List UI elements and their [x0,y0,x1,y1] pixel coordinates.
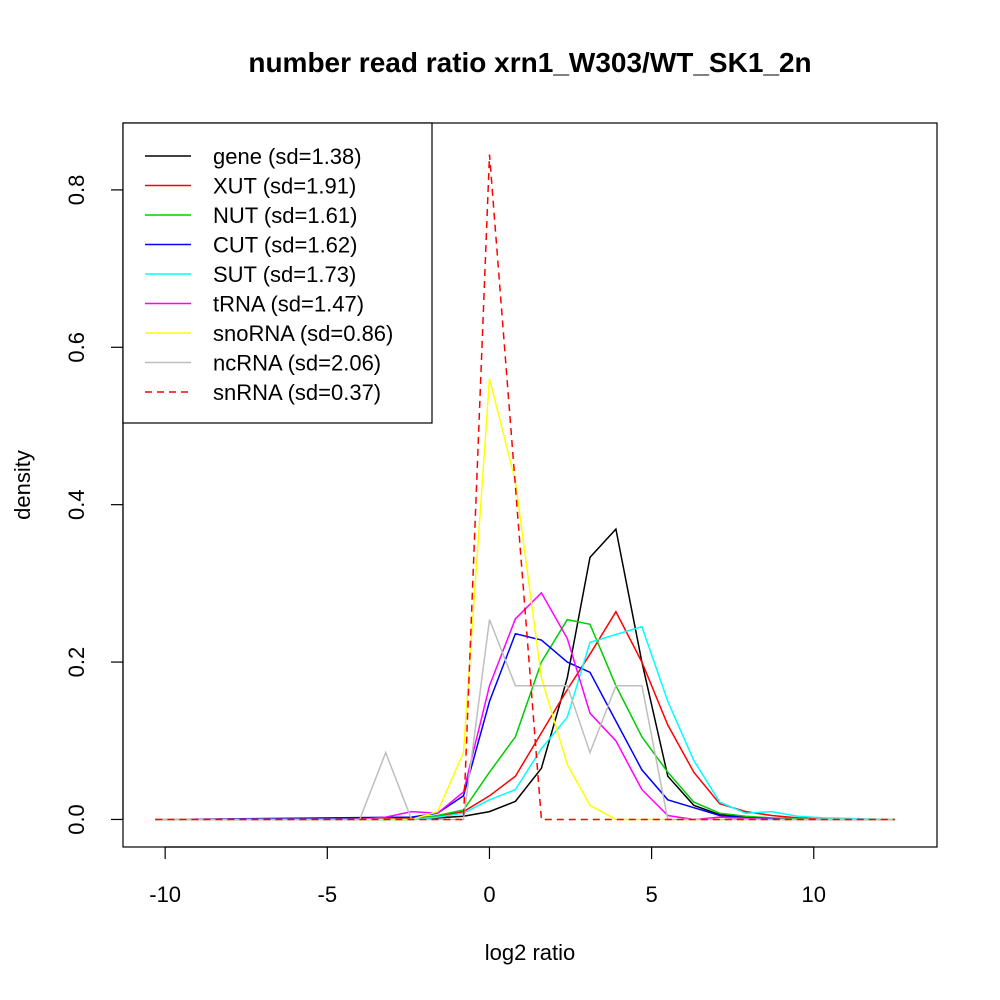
x-tick-label: 0 [483,882,495,907]
series-line-8 [155,154,895,821]
legend-label-1: XUT (sd=1.91) [213,174,356,199]
x-tick-label: -5 [318,882,338,907]
legend-label-7: ncRNA (sd=2.06) [213,351,381,376]
plot-frame [122,122,938,848]
series-layer [155,154,895,821]
legend-label-5: tRNA (sd=1.47) [213,292,364,317]
y-axis-label: density [10,450,35,520]
legend-label-8: snRNA (sd=0.37) [213,380,381,405]
series-line-3 [155,632,895,821]
legend-label-2: NUT (sd=1.61) [213,203,357,228]
y-tick-label: 0.4 [64,489,89,520]
chart-title: number read ratio xrn1_W303/WT_SK1_2n [248,47,811,78]
legend-label-6: snoRNA (sd=0.86) [213,321,393,346]
legend-label-4: SUT (sd=1.73) [213,262,356,287]
legend-box [122,122,433,424]
x-axis-label: log2 ratio [485,940,576,965]
x-tick-label: 5 [645,882,657,907]
y-tick-label: 0.0 [64,804,89,835]
legend-label-0: gene (sd=1.38) [213,144,362,169]
y-tick-label: 0.6 [64,332,89,363]
y-tick-label: 0.2 [64,647,89,678]
x-tick-label: -10 [149,882,181,907]
legend-label-3: CUT (sd=1.62) [213,233,357,258]
series-line-7 [155,619,895,821]
x-tick-label: 10 [802,882,826,907]
legend: gene (sd=1.38) XUT (sd=1.91) NUT (sd=1.61)… [122,122,433,424]
y-tick-label: 0.8 [64,175,89,206]
